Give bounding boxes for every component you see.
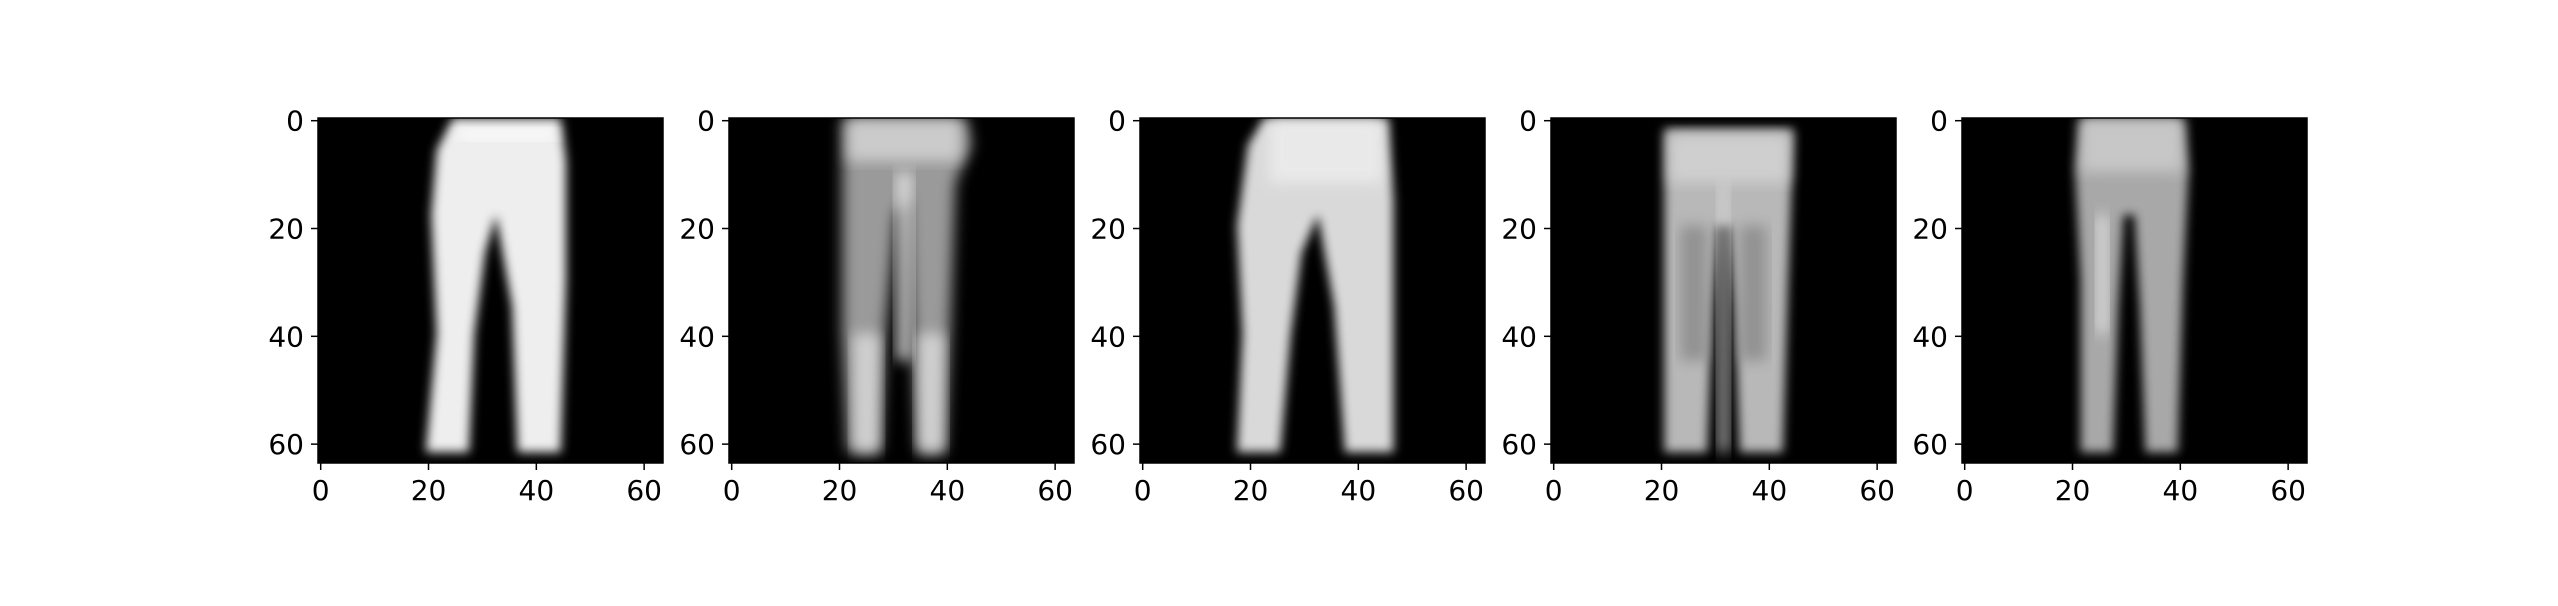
y-tick-label: 0 [1519, 105, 1537, 138]
trouser-detail [1670, 134, 1789, 183]
y-tick-label: 0 [697, 105, 715, 138]
y-tick-label: 40 [679, 320, 715, 353]
y-tick-label: 0 [286, 105, 304, 138]
x-tick-label: 60 [1859, 474, 1895, 507]
y-tick-label: 60 [679, 428, 715, 461]
trouser-detail [853, 334, 880, 453]
trouser-detail [1680, 226, 1707, 361]
pants-image-4 [1664, 129, 1793, 452]
trouser-detail [2097, 215, 2108, 334]
y-tick-label: 40 [1912, 320, 1948, 353]
trouser-detail [1740, 226, 1767, 361]
y-tick-label: 20 [1090, 213, 1126, 246]
x-tick-label: 20 [1233, 474, 1269, 507]
x-tick-label: 0 [1545, 474, 1563, 507]
x-tick-label: 60 [1448, 474, 1484, 507]
x-tick-label: 40 [519, 474, 555, 507]
trouser-detail [918, 334, 945, 453]
trouser-detail [848, 118, 961, 161]
x-tick-label: 40 [1341, 474, 1377, 507]
x-tick-label: 60 [626, 474, 662, 507]
x-tick-label: 20 [1644, 474, 1680, 507]
y-tick-label: 60 [1912, 428, 1948, 461]
y-tick-label: 0 [1930, 105, 1948, 138]
y-tick-label: 20 [679, 213, 715, 246]
y-tick-label: 40 [268, 320, 304, 353]
y-tick-label: 20 [1912, 213, 1948, 246]
x-tick-label: 40 [2163, 474, 2199, 507]
trouser-detail [896, 172, 912, 361]
y-tick-label: 60 [1501, 428, 1537, 461]
x-tick-label: 0 [1134, 474, 1152, 507]
y-tick-label: 60 [268, 428, 304, 461]
x-tick-label: 60 [2270, 474, 2306, 507]
trouser-detail [458, 129, 555, 140]
trouser-detail [1718, 183, 1729, 453]
trouser-detail [1269, 118, 1382, 183]
x-tick-label: 60 [1037, 474, 1073, 507]
y-tick-label: 20 [268, 213, 304, 246]
x-tick-label: 20 [822, 474, 858, 507]
x-tick-label: 0 [1956, 474, 1974, 507]
y-tick-label: 60 [1090, 428, 1126, 461]
x-tick-label: 20 [411, 474, 447, 507]
trouser-detail [2081, 118, 2183, 172]
x-tick-label: 40 [1752, 474, 1788, 507]
y-tick-label: 40 [1090, 320, 1126, 353]
y-tick-label: 0 [1108, 105, 1126, 138]
x-tick-label: 20 [2055, 474, 2091, 507]
y-tick-label: 40 [1501, 320, 1537, 353]
y-tick-label: 20 [1501, 213, 1537, 246]
x-tick-label: 0 [723, 474, 741, 507]
x-tick-label: 40 [930, 474, 966, 507]
x-tick-label: 0 [312, 474, 330, 507]
